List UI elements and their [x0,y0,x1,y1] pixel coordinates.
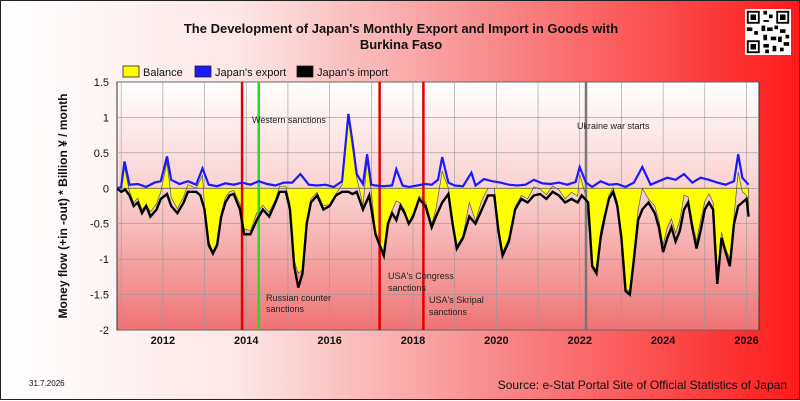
legend-swatch [122,65,140,78]
event-label-usa-congress: USA's Congress [388,271,454,281]
import-line [116,187,750,297]
y-axis-label: Money flow (+in -out) * Billion ¥ / mont… [56,94,70,319]
chart-title-line1: The Development of Japan's Monthly Expor… [183,21,619,36]
x-tick-label: 2024 [651,335,676,347]
event-label-usa-congress: sanctions [388,283,427,293]
y-tick-label: 1.5 [94,77,109,89]
x-tick-label: 2014 [234,335,259,347]
event-label-usa-skripal: sanctions [429,307,468,317]
annotation-russian-counter-sanctions: Russian counter [266,293,331,303]
chart-title: The Development of Japan's Monthly Expor… [101,21,701,53]
x-tick-label: 2020 [484,335,508,347]
legend-swatch [194,65,212,78]
y-tick-label: 0 [103,183,109,195]
x-tick-label: 2012 [151,335,175,347]
x-tick-label: 2016 [317,335,341,347]
y-tick-label: 1 [103,112,109,124]
legend-swatch [296,65,314,78]
event-label-ukraine-war: Ukraine war starts [577,121,650,131]
footer-source: Source: e-Stat Portal Site of Official S… [497,378,787,392]
footer-date: 31.7.2026 [29,379,65,388]
chart-title-line2: Burkina Faso [359,37,443,52]
y-tick-label: -1.5 [90,290,109,302]
legend-label: Japan's export [215,67,286,79]
annotation-russian-counter-sanctions: sanctions [266,304,305,314]
legend-label: Balance [143,67,183,79]
y-tick-label: 0.5 [94,148,109,160]
x-tick-label: 2026 [734,335,758,347]
x-tick-label: 2022 [567,335,591,347]
legend-label: Japan's import [317,67,388,79]
y-tick-label: -2 [99,325,109,337]
qr-code-icon [745,9,791,55]
y-tick-label: -0.5 [90,219,109,231]
y-tick-label: -1 [99,254,109,266]
export-line [116,113,750,190]
event-label-western-sanctions: Western sanctions [252,115,326,125]
event-label-usa-skripal: USA's Skripal [429,295,484,305]
x-tick-label: 2018 [401,335,425,347]
